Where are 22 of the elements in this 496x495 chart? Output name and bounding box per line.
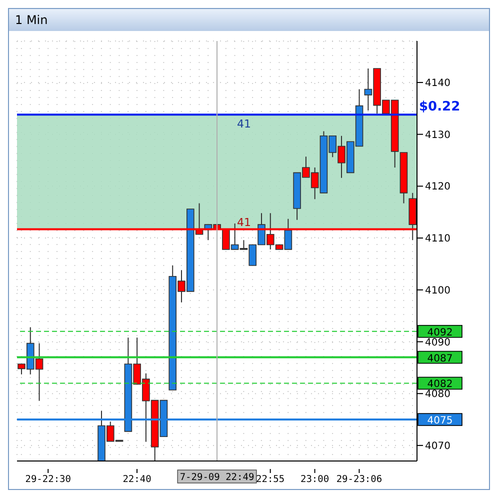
x-tick-label: 22:55 bbox=[256, 474, 285, 485]
x-tick-label: 29-23:06 bbox=[336, 474, 382, 485]
ref-line-label: 4082 bbox=[427, 379, 453, 390]
y-tick-label: 4070 bbox=[425, 440, 450, 452]
x-tick-label: 7-29-09 22:49 bbox=[180, 472, 254, 483]
ref-line-label: 4087 bbox=[427, 353, 453, 364]
y-tick-label: 4090 bbox=[425, 337, 450, 348]
y-tick-label: 4110 bbox=[425, 234, 450, 245]
chart-title: 1 Min bbox=[9, 9, 489, 31]
x-tick-label: 22:40 bbox=[122, 474, 152, 485]
annotation: 41 bbox=[237, 216, 251, 230]
x-tick-label: 23:00 bbox=[300, 474, 330, 485]
y-tick-label: 4120 bbox=[425, 182, 450, 193]
y-tick-label: 4080 bbox=[425, 389, 450, 400]
text: $0.22 bbox=[419, 100, 460, 115]
y-tick-label: 4140 bbox=[425, 78, 450, 90]
ref-line-label: 4075 bbox=[427, 416, 453, 427]
annotation: 41 bbox=[237, 118, 251, 131]
y-tick-label: 4100 bbox=[425, 285, 450, 296]
x-tick-label: 29-22:30 bbox=[25, 474, 72, 485]
y-tick-label: 4130 bbox=[425, 130, 450, 141]
ref-line-label: 4092 bbox=[427, 327, 453, 338]
